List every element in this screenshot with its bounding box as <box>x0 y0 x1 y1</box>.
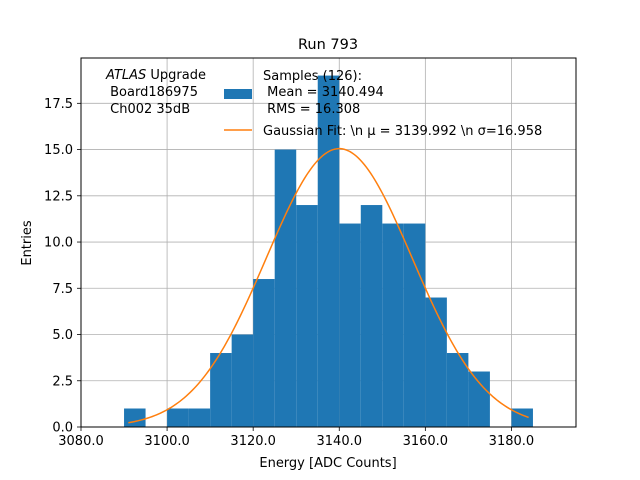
x-tick-label: 3100.0 <box>144 434 190 449</box>
atlas-annotation: ATLAS Upgrade Board186975 Ch002 35dB <box>105 68 206 117</box>
gaussian-fit <box>128 147 529 424</box>
legend-samples-title: Samples (126): <box>263 69 362 84</box>
histogram-bar <box>124 408 146 427</box>
x-tick-label: 3160.0 <box>403 434 449 449</box>
histogram-bar <box>296 205 318 427</box>
y-tick-label: 7.5 <box>52 282 73 297</box>
histogram-bar <box>382 223 404 427</box>
y-tick-label: 0.0 <box>52 421 73 436</box>
histogram-bar <box>210 353 232 427</box>
y-axis-label: Entries <box>20 220 35 266</box>
legend: Samples (126): Mean = 3140.494 RMS = 16.… <box>224 69 542 139</box>
histogram-bar <box>468 371 490 427</box>
histogram-bar <box>425 297 447 427</box>
histogram-bar <box>188 408 211 427</box>
annotation-board: Board186975 <box>106 85 198 100</box>
x-axis-ticks: 3080.0 3100.0 3120.0 3140.0 3160.0 3180.0 <box>58 427 534 449</box>
y-tick-label: 5.0 <box>52 328 73 343</box>
legend-samples-mean: Mean = 3140.494 <box>263 85 384 100</box>
y-tick-label: 10.0 <box>44 236 73 251</box>
annotation-upgrade: Upgrade <box>146 68 206 83</box>
x-tick-label: 3140.0 <box>317 434 363 449</box>
y-axis-ticks: 0.0 2.5 5.0 7.5 10.0 12.5 15.0 17.5 <box>44 97 81 436</box>
y-tick-label: 2.5 <box>52 374 73 389</box>
gaussian-fit-curve <box>128 147 529 424</box>
histogram-bar <box>317 75 340 428</box>
y-tick-label: 17.5 <box>44 97 73 112</box>
x-tick-label: 3120.0 <box>230 434 276 449</box>
annotation-atlas: ATLAS <box>105 68 146 83</box>
svg-text:ATLAS Upgrade: ATLAS Upgrade <box>105 68 206 83</box>
chart-title: Run 793 <box>298 37 358 53</box>
histogram-bar <box>360 205 383 427</box>
y-tick-label: 15.0 <box>44 143 73 158</box>
legend-samples-rms: RMS = 16.308 <box>263 102 360 117</box>
histogram-bar <box>446 353 469 427</box>
plot-frame <box>80 57 577 428</box>
histogram-bar <box>167 408 189 427</box>
histogram-bar <box>231 334 254 427</box>
histogram-bar <box>339 223 361 427</box>
x-axis-label: Energy [ADC Counts] <box>259 456 396 471</box>
histogram-bar <box>403 223 426 427</box>
x-tick-label: 3080.0 <box>58 434 104 449</box>
histogram-bar <box>253 279 275 427</box>
legend-samples-swatch <box>224 89 252 99</box>
x-tick-label: 3180.0 <box>489 434 535 449</box>
legend-fit-label: Gaussian Fit: \n μ = 3139.992 \n σ=16.95… <box>263 124 542 139</box>
histogram-bar <box>274 149 297 427</box>
annotation-channel: Ch002 35dB <box>106 102 190 117</box>
y-tick-label: 12.5 <box>44 189 73 204</box>
